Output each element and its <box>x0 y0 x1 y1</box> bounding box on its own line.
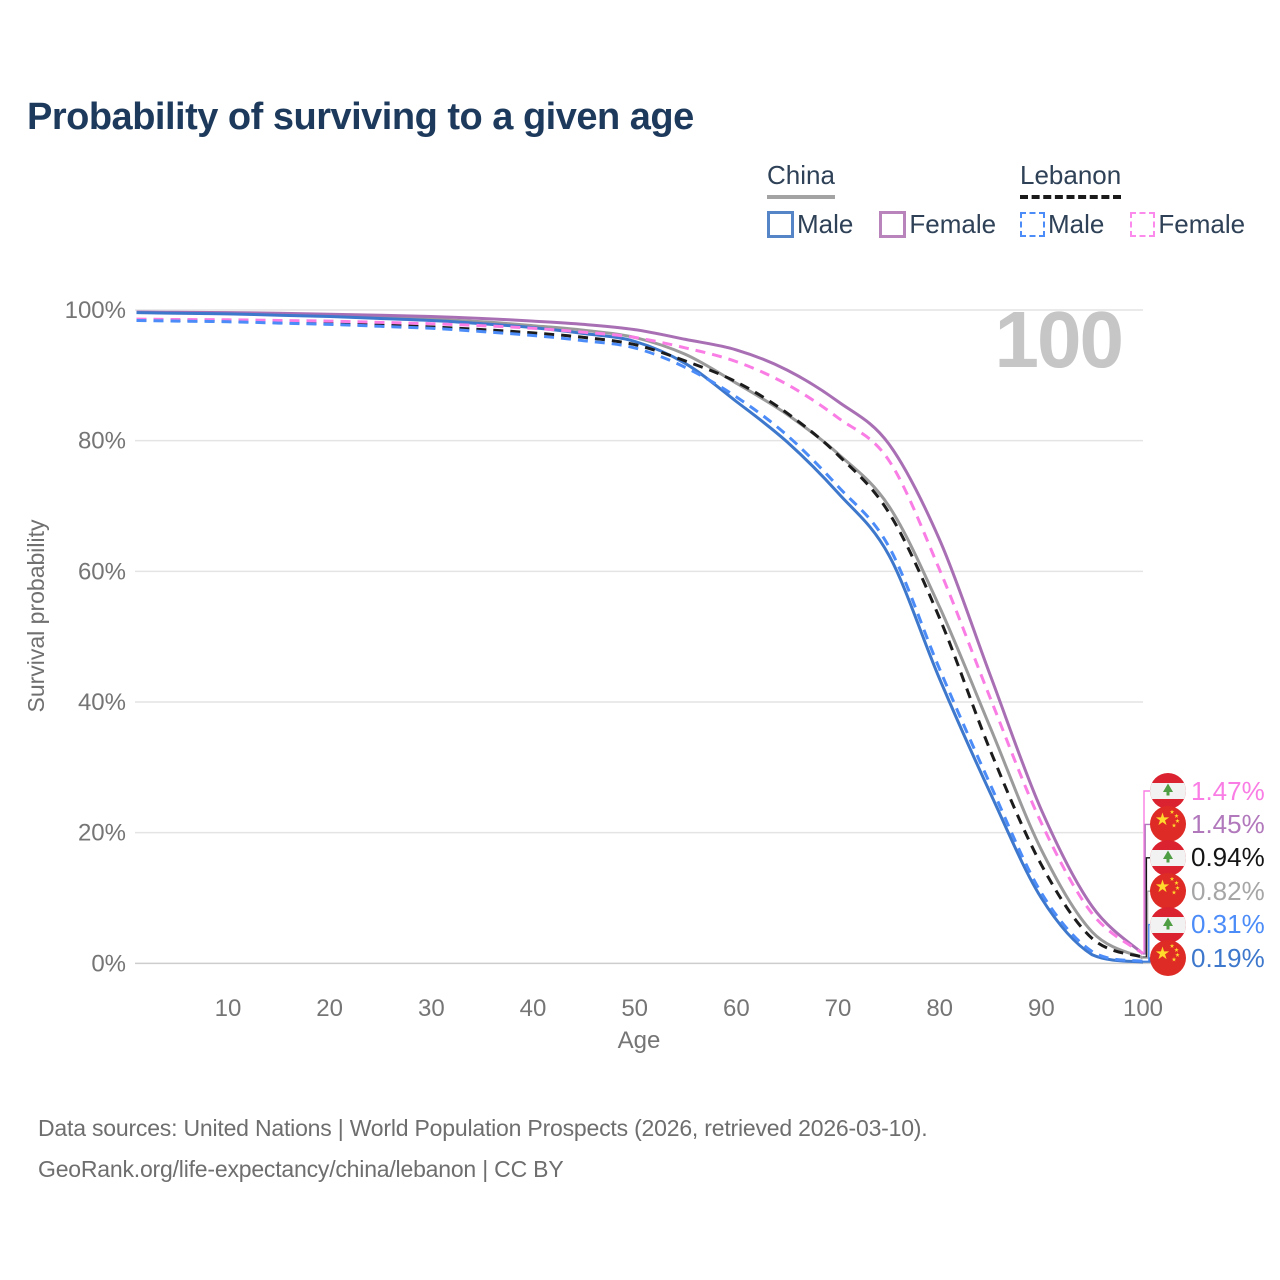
age-indicator-watermark: 100 <box>995 295 1122 384</box>
y-tick-label: 40% <box>78 689 126 716</box>
page-title: Probability of surviving to a given age <box>27 96 694 138</box>
legend-item-label: Female <box>1158 209 1246 239</box>
footer: Data sources: United Nations | World Pop… <box>38 1108 928 1190</box>
x-tick-label: 50 <box>621 995 648 1022</box>
y-tick-label: 60% <box>78 558 126 585</box>
lebanon-female-swatch-icon <box>1130 212 1156 237</box>
end-value: 0.94% <box>1191 842 1265 873</box>
x-axis-title: Age <box>618 1027 661 1054</box>
end-label-lebanon-female: 1.47% <box>1150 773 1265 809</box>
y-tick-label: 20% <box>78 820 126 847</box>
china-male-swatch-icon <box>767 211 794 238</box>
legend-group-lebanon: Lebanon Male Female <box>1020 160 1245 240</box>
series-lines <box>136 310 1145 964</box>
x-tick-label: 40 <box>520 995 547 1022</box>
x-tick-label: 20 <box>316 995 343 1022</box>
lebanon-male-swatch-icon <box>1020 212 1045 237</box>
end-label-china-total: 0.82% <box>1150 873 1265 910</box>
legend-item-china-male[interactable]: Male <box>767 209 853 240</box>
end-value: 0.31% <box>1191 909 1265 940</box>
x-tick-label: 60 <box>723 995 750 1022</box>
gridlines: 0% 20% 40% 60% 80% 100% <box>65 297 1152 977</box>
end-value: 1.47% <box>1191 775 1265 806</box>
end-value: 1.45% <box>1191 808 1265 839</box>
legend-country-lebanon: Lebanon <box>1020 160 1122 199</box>
y-tick-label: 0% <box>91 950 126 977</box>
legend-country-china: China <box>767 160 835 199</box>
label-connectors <box>1143 790 1151 963</box>
lebanon-flag-icon <box>1150 839 1186 876</box>
end-label-lebanon-total: 0.94% <box>1150 839 1265 876</box>
x-tick-label: 10 <box>215 995 242 1022</box>
x-tick-label: 100 <box>1123 995 1163 1022</box>
legend-item-label: Male <box>1048 209 1105 239</box>
series-line-china-male <box>136 311 1144 964</box>
lebanon-flag-icon <box>1150 773 1186 809</box>
legend-item-lebanon-male[interactable]: Male <box>1020 209 1104 240</box>
x-tick-label: 70 <box>825 995 852 1022</box>
end-label-china-male: 0.19% <box>1150 940 1265 976</box>
china-flag-icon <box>1150 873 1186 910</box>
china-female-swatch-icon <box>879 211 907 238</box>
y-tick-label: 80% <box>78 428 126 455</box>
attribution-line: GeoRank.org/life-expectancy/china/lebano… <box>38 1156 564 1182</box>
series-line-lebanon-total <box>136 318 1144 959</box>
legend-item-label: Female <box>909 209 997 239</box>
series-line-lebanon-male <box>136 319 1144 963</box>
legend-group-china: China Male Female <box>767 160 996 240</box>
china-flag-icon <box>1150 806 1186 843</box>
end-value: 0.19% <box>1191 942 1265 973</box>
series-line-lebanon-female <box>136 317 1144 955</box>
series-line-china-total <box>136 310 1144 960</box>
data-sources-line: Data sources: United Nations | World Pop… <box>38 1115 928 1141</box>
china-flag-icon <box>1150 940 1186 976</box>
end-label-china-female: 1.45% <box>1150 806 1265 843</box>
series-line-china-female <box>136 310 1145 956</box>
x-axis: 10 20 30 40 50 60 70 80 90 100 Age Survival probabi… <box>23 519 1163 1054</box>
end-value: 0.82% <box>1191 875 1265 906</box>
x-tick-label: 30 <box>418 995 445 1022</box>
legend-item-lebanon-female[interactable]: Female <box>1130 209 1245 240</box>
legend-item-label: Male <box>797 209 854 239</box>
lebanon-flag-icon <box>1150 906 1186 943</box>
y-tick-label: 100% <box>65 297 126 324</box>
x-tick-label: 80 <box>926 995 953 1022</box>
y-axis-title: Survival probability <box>23 519 49 713</box>
end-label-lebanon-male: 0.31% <box>1150 906 1265 943</box>
legend-item-china-female[interactable]: Female <box>879 209 996 240</box>
x-tick-label: 90 <box>1028 995 1055 1022</box>
